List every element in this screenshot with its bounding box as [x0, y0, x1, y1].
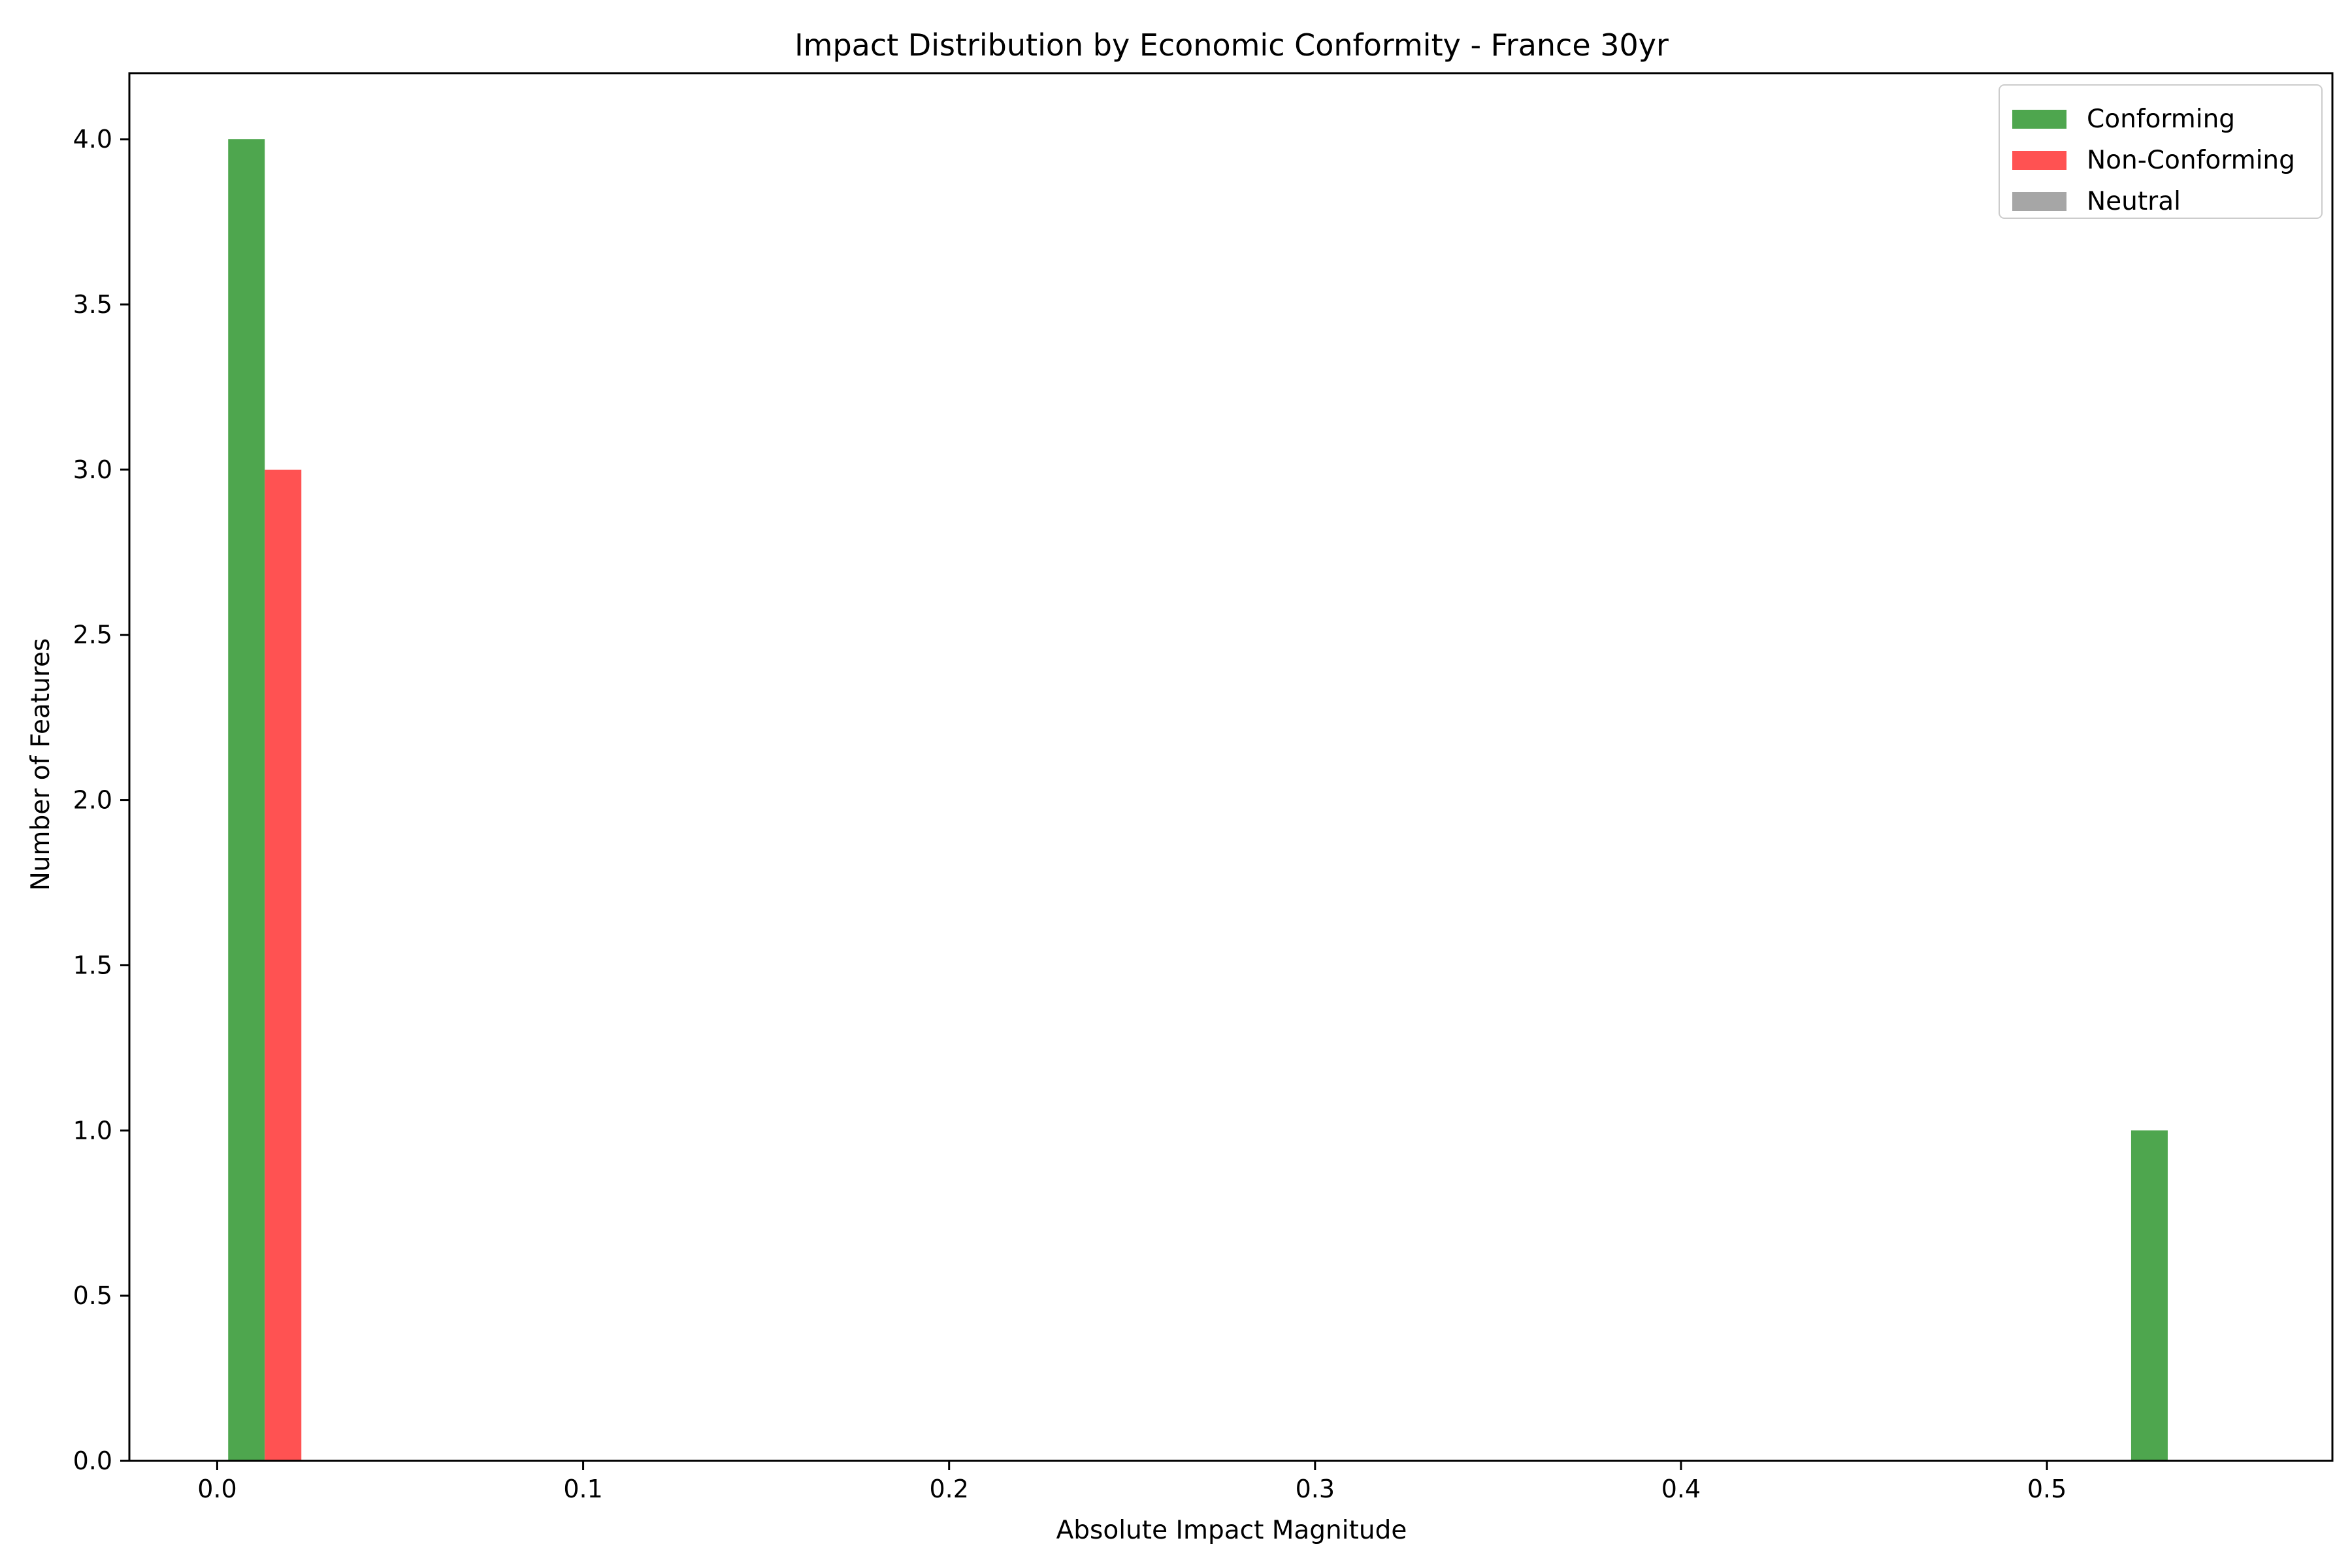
y-tick-label: 1.5: [73, 951, 112, 979]
y-axis-label: Number of Features: [26, 638, 56, 891]
legend-box: [1999, 84, 2323, 219]
bar-non-conforming-0: [265, 469, 302, 1461]
x-tick-label: 0.2: [929, 1475, 968, 1503]
y-tick-label: 2.5: [73, 621, 112, 649]
x-tick-label: 0.4: [1661, 1475, 1701, 1503]
plot-frame: [128, 72, 2334, 1462]
x-axis-ticks: 0.0 0.1 0.2 0.3 0.4 0.5: [197, 1461, 2066, 1503]
legend-swatch: [2012, 192, 2066, 211]
bar-conforming-1: [2131, 1130, 2168, 1461]
bars-layer: [228, 139, 2168, 1462]
legend-label: Conforming: [2087, 105, 2235, 134]
y-tick-label: 3.0: [73, 455, 112, 484]
x-axis-label: Absolute Impact Magnitude: [1056, 1516, 1407, 1545]
legend-label: Neutral: [2087, 187, 2181, 216]
chart-title: Impact Distribution by Economic Conformi…: [794, 27, 1669, 63]
x-tick-label: 0.1: [563, 1475, 602, 1503]
y-tick-label: 0.5: [73, 1281, 112, 1310]
y-tick-label: 2.0: [73, 786, 112, 815]
legend: Conforming Non-Conforming Neutral: [1999, 84, 2323, 219]
bar-conforming-0: [228, 139, 265, 1462]
y-tick-label: 3.5: [73, 290, 112, 319]
x-tick-label: 0.5: [2027, 1475, 2066, 1503]
y-tick-label: 1.0: [73, 1116, 112, 1145]
y-axis-ticks: 0.0 0.5 1.0 1.5 2.0 2.5 3.0 3.5 4.0: [73, 125, 129, 1475]
y-tick-label: 4.0: [73, 125, 112, 154]
x-tick-label: 0.0: [197, 1475, 237, 1503]
y-tick-label: 0.0: [73, 1446, 112, 1475]
legend-label: Non-Conforming: [2087, 146, 2295, 175]
legend-swatch: [2012, 151, 2066, 170]
x-tick-label: 0.3: [1296, 1475, 1335, 1503]
legend-swatch: [2012, 110, 2066, 129]
